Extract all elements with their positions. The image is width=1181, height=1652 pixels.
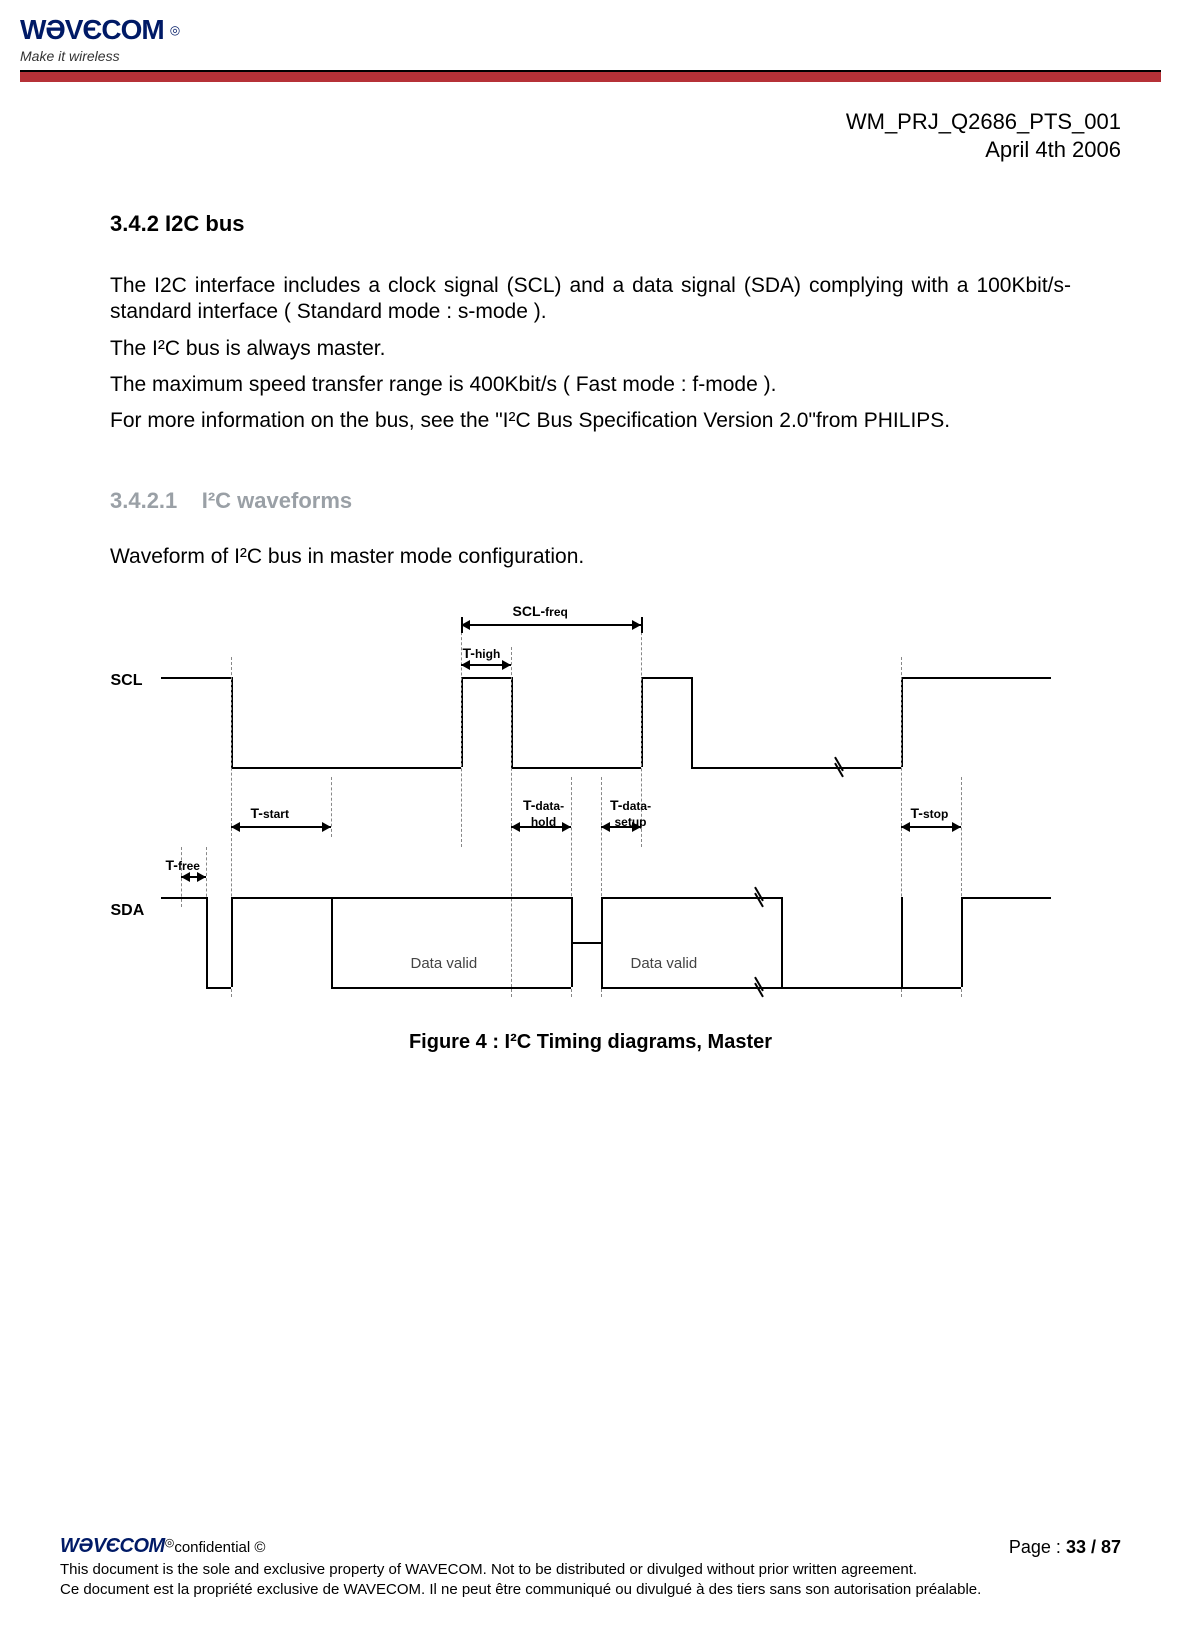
doc-date: April 4th 2006: [0, 136, 1121, 164]
paragraph: Waveform of I²C bus in master mode confi…: [110, 544, 1071, 570]
label-scl-freq: SCL-freq: [513, 603, 568, 619]
brand-logo: WƏVЄCOM ◎: [20, 14, 1161, 46]
figure-caption: Figure 4 : I²C Timing diagrams, Master: [110, 1031, 1071, 1054]
brand-name: WƏVЄCOM: [20, 14, 164, 46]
label-t-free: T-free: [166, 857, 200, 873]
dash-line: [331, 777, 332, 837]
label-t-data-setup: T-data-setup: [596, 797, 666, 829]
paragraph: The I²C bus is always master.: [110, 336, 1071, 362]
scl-line: [461, 677, 511, 679]
brand-mark-icon: ◎: [170, 23, 180, 37]
label-data-valid: Data valid: [631, 955, 698, 972]
sda-line: [206, 897, 208, 987]
sda-line: [901, 897, 903, 987]
confidential-label: confidential ©: [174, 1539, 265, 1556]
sda-label: SDA: [111, 902, 145, 920]
label-data-valid: Data valid: [411, 955, 478, 972]
document-meta: WM_PRJ_Q2686_PTS_001 April 4th 2006: [0, 88, 1181, 163]
i2c-timing-diagram: SCL SDA: [111, 617, 1071, 1017]
paragraph: The maximum speed transfer range is 400K…: [110, 372, 1071, 398]
break-mark-icon: [751, 890, 767, 904]
page-number: Page : 33 / 87: [1009, 1536, 1121, 1559]
sda-line: [331, 987, 571, 989]
figure: SCL SDA: [110, 617, 1071, 1054]
page-footer: WƏVЄCOM◎confidential © Page : 33 / 87 Th…: [60, 1534, 1121, 1603]
section-heading: 3.4.2 I2C bus: [110, 211, 1071, 237]
sda-line: [571, 942, 601, 944]
sda-line: [781, 987, 901, 989]
sda-line: [961, 897, 1051, 899]
page-header: WƏVЄCOM ◎ Make it wireless: [0, 0, 1181, 88]
sda-line: [231, 897, 331, 899]
scl-line: [691, 677, 693, 767]
scl-line: [901, 677, 1051, 679]
footer-brand: WƏVЄCOM◎confidential ©: [60, 1534, 265, 1559]
scl-line: [161, 677, 231, 679]
sda-line: [901, 987, 961, 989]
page-content: 3.4.2 I2C bus The I2C interface includes…: [0, 163, 1181, 1054]
doc-code: WM_PRJ_Q2686_PTS_001: [0, 108, 1121, 136]
sda-line: [961, 897, 963, 987]
tick: [641, 617, 643, 633]
label-t-start: T-start: [251, 805, 289, 821]
sda-line: [231, 897, 233, 987]
scl-label: SCL: [111, 672, 143, 690]
scl-line: [641, 677, 691, 679]
sda-line: [161, 897, 206, 899]
subsection-title: I²C waveforms: [202, 488, 352, 513]
paragraph: The I2C interface includes a clock signa…: [110, 273, 1071, 326]
sda-line: [331, 897, 571, 899]
scl-line: [861, 767, 901, 769]
label-t-data-hold: T-data-hold: [509, 797, 579, 829]
footer-legal-en: This document is the sole and exclusive …: [60, 1561, 1121, 1580]
sda-line: [331, 897, 333, 987]
brand-tagline: Make it wireless: [20, 48, 1161, 64]
sda-line: [206, 987, 231, 989]
scl-line: [511, 767, 641, 769]
break-mark-icon: [831, 760, 847, 774]
brand-name-small: WƏVЄCOM: [60, 1535, 165, 1557]
label-t-stop: T-stop: [911, 805, 949, 821]
brand-mark-icon: ◎: [165, 1537, 175, 1549]
divider-red: [20, 72, 1161, 82]
subsection-heading: 3.4.2.1 I²C waveforms: [110, 488, 1071, 514]
tick: [461, 617, 463, 633]
sda-line: [601, 897, 603, 987]
paragraph: For more information on the bus, see the…: [110, 408, 1071, 434]
subsection-number: 3.4.2.1: [110, 488, 177, 513]
scl-line: [231, 767, 461, 769]
dash-line: [461, 617, 462, 847]
sda-line: [781, 897, 783, 987]
footer-legal-fr: Ce document est la propriété exclusive d…: [60, 1581, 1121, 1600]
label-t-high: T-high: [463, 645, 501, 661]
break-mark-icon: [751, 980, 767, 994]
